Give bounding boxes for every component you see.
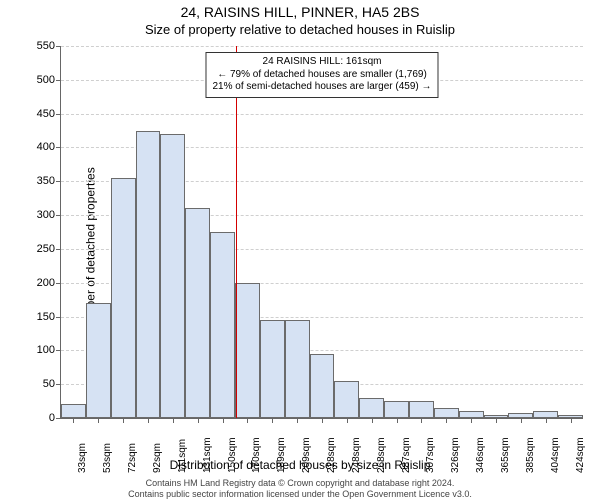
- plot-area: 05010015020025030035040045050055033sqm53…: [60, 46, 583, 419]
- y-tick-label: 200: [21, 277, 55, 289]
- footer: Contains HM Land Registry data © Crown c…: [0, 478, 600, 500]
- y-tick: [56, 384, 61, 385]
- x-tick: [297, 418, 298, 423]
- y-tick: [56, 114, 61, 115]
- address-title: 24, RAISINS HILL, PINNER, HA5 2BS: [0, 4, 600, 20]
- y-tick: [56, 80, 61, 81]
- y-tick-label: 0: [21, 412, 55, 424]
- annotation-line-1: 24 RAISINS HILL: 161sqm: [212, 56, 431, 69]
- y-tick-label: 100: [21, 344, 55, 356]
- x-tick: [123, 418, 124, 423]
- histogram-bar: [285, 320, 310, 418]
- x-tick: [372, 418, 373, 423]
- x-tick: [73, 418, 74, 423]
- histogram-bar: [86, 303, 111, 418]
- x-tick: [322, 418, 323, 423]
- x-tick: [571, 418, 572, 423]
- histogram-bar: [210, 232, 235, 418]
- x-tick: [521, 418, 522, 423]
- footer-line-2: Contains public sector information licen…: [0, 489, 600, 500]
- x-tick: [223, 418, 224, 423]
- marker-line: [236, 46, 237, 418]
- x-tick: [148, 418, 149, 423]
- y-tick: [56, 215, 61, 216]
- y-tick-label: 550: [21, 40, 55, 52]
- x-tick: [546, 418, 547, 423]
- x-tick: [496, 418, 497, 423]
- x-tick: [272, 418, 273, 423]
- x-tick: [471, 418, 472, 423]
- x-tick: [347, 418, 348, 423]
- x-tick: [98, 418, 99, 423]
- y-tick: [56, 418, 61, 419]
- x-tick: [247, 418, 248, 423]
- y-tick: [56, 181, 61, 182]
- y-tick-label: 50: [21, 378, 55, 390]
- annotation-line-3: 21% of semi-detached houses are larger (…: [212, 81, 431, 94]
- grid-line: [61, 46, 583, 47]
- x-tick: [421, 418, 422, 423]
- y-tick-label: 350: [21, 175, 55, 187]
- y-tick: [56, 283, 61, 284]
- histogram-bar: [136, 131, 161, 418]
- histogram-bar: [235, 283, 260, 418]
- x-axis-label: Distribution of detached houses by size …: [0, 458, 600, 472]
- subtitle: Size of property relative to detached ho…: [0, 22, 600, 37]
- y-tick-label: 500: [21, 74, 55, 86]
- histogram-bar: [310, 354, 335, 418]
- y-tick: [56, 317, 61, 318]
- annotation-line-2: ← 79% of detached houses are smaller (1,…: [212, 69, 431, 82]
- y-tick: [56, 249, 61, 250]
- histogram-bar: [160, 134, 185, 418]
- x-tick: [397, 418, 398, 423]
- footer-line-1: Contains HM Land Registry data © Crown c…: [0, 478, 600, 489]
- grid-line: [61, 114, 583, 115]
- x-tick: [173, 418, 174, 423]
- y-tick-label: 250: [21, 243, 55, 255]
- x-tick: [198, 418, 199, 423]
- histogram-bar: [185, 208, 210, 418]
- y-tick: [56, 350, 61, 351]
- y-tick: [56, 147, 61, 148]
- histogram-bar: [111, 178, 136, 418]
- y-tick-label: 300: [21, 209, 55, 221]
- histogram-bar: [260, 320, 285, 418]
- y-tick-label: 150: [21, 311, 55, 323]
- y-tick-label: 450: [21, 108, 55, 120]
- y-tick-label: 400: [21, 141, 55, 153]
- x-tick: [446, 418, 447, 423]
- chart-container: 24, RAISINS HILL, PINNER, HA5 2BS Size o…: [0, 0, 600, 500]
- y-tick: [56, 46, 61, 47]
- annotation-box: 24 RAISINS HILL: 161sqm ← 79% of detache…: [205, 52, 438, 98]
